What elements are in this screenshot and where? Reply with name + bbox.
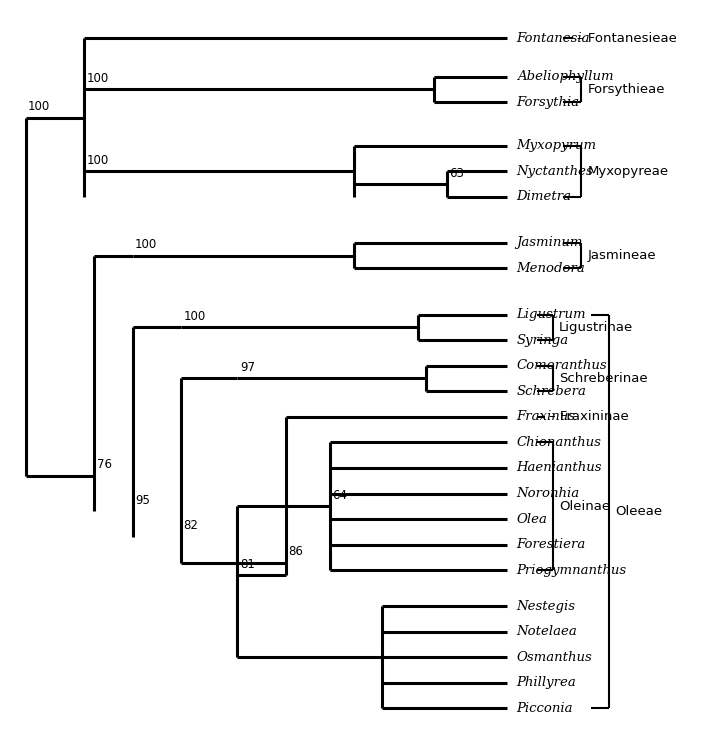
Text: Fontanesia: Fontanesia (517, 32, 590, 45)
Text: Menodora: Menodora (517, 262, 586, 275)
Text: Phillyrea: Phillyrea (517, 676, 576, 689)
Text: – Fraxininae: – Fraxininae (549, 410, 629, 423)
Text: Syringa: Syringa (517, 333, 569, 347)
Text: Noronhia: Noronhia (517, 487, 580, 500)
Text: Comoranthus: Comoranthus (517, 359, 607, 372)
Text: Jasminum: Jasminum (517, 236, 583, 250)
Text: Jasmineae: Jasmineae (588, 249, 656, 262)
Text: Priogymnanthus: Priogymnanthus (517, 564, 627, 576)
Text: 100: 100 (87, 72, 109, 85)
Text: Schrebera: Schrebera (517, 385, 586, 398)
Text: 76: 76 (96, 458, 112, 471)
Text: Ligustrinae: Ligustrinae (559, 321, 634, 334)
Text: Osmanthus: Osmanthus (517, 650, 593, 664)
Text: 64: 64 (332, 488, 348, 502)
Text: 97: 97 (240, 361, 255, 374)
Text: 100: 100 (135, 238, 157, 251)
Text: Abeliophyllum: Abeliophyllum (517, 70, 613, 84)
Text: Schreberinae: Schreberinae (559, 372, 648, 385)
Text: 63: 63 (449, 166, 464, 180)
Text: Forsythia: Forsythia (517, 96, 580, 109)
Text: Haenianthus: Haenianthus (517, 461, 602, 474)
Text: Forestiera: Forestiera (517, 538, 586, 551)
Text: 81: 81 (240, 558, 255, 571)
Text: Chionanthus: Chionanthus (517, 436, 601, 449)
Text: Myxopyrum: Myxopyrum (517, 139, 597, 152)
Text: Nyctanthes: Nyctanthes (517, 165, 593, 178)
Text: 100: 100 (87, 154, 109, 167)
Text: Ligustrum: Ligustrum (517, 308, 586, 321)
Text: Olea: Olea (517, 513, 547, 525)
Text: 100: 100 (183, 310, 206, 323)
Text: Dimetra: Dimetra (517, 191, 571, 203)
Text: 82: 82 (183, 520, 198, 532)
Text: Myxopyreae: Myxopyreae (588, 165, 668, 178)
Text: Forsythieae: Forsythieae (588, 83, 665, 96)
Text: Nestegis: Nestegis (517, 599, 576, 613)
Text: – Fontanesieae: – Fontanesieae (577, 32, 677, 45)
Text: Fraxinus: Fraxinus (517, 410, 576, 423)
Text: 95: 95 (135, 494, 150, 507)
Text: 100: 100 (28, 100, 50, 113)
Text: Notelaea: Notelaea (517, 625, 577, 638)
Text: Oleinae: Oleinae (559, 500, 610, 513)
Text: Picconia: Picconia (517, 702, 573, 715)
Text: Oleeae: Oleeae (615, 505, 663, 518)
Text: 86: 86 (288, 545, 303, 558)
